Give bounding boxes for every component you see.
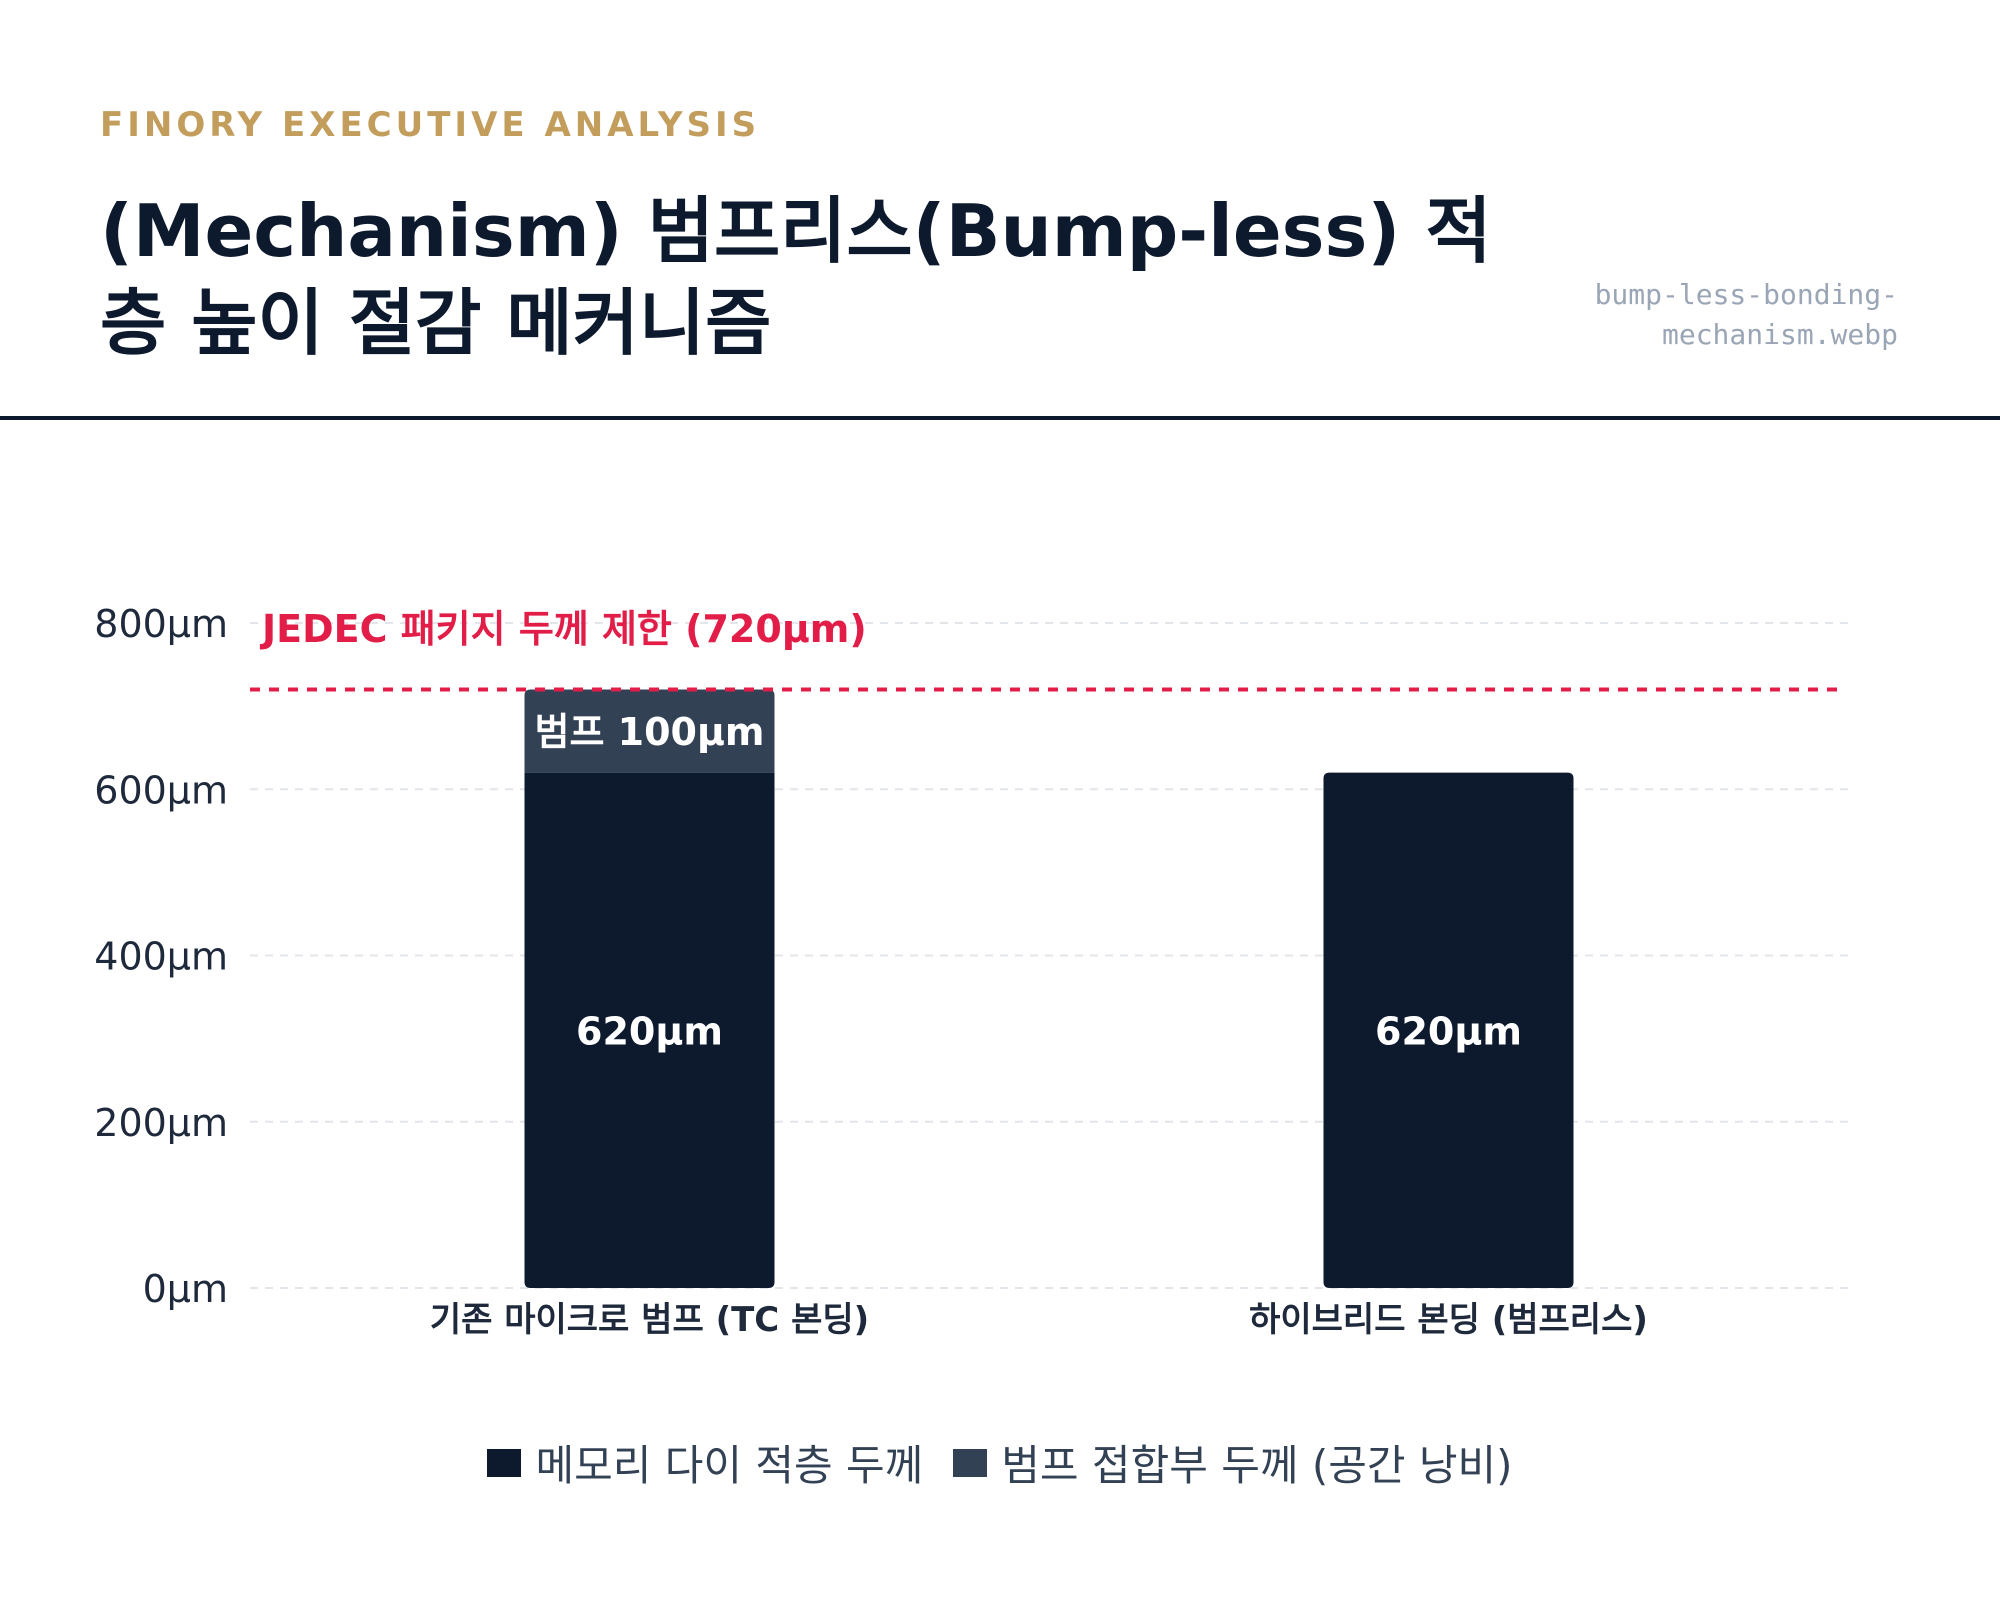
legend-label-die: 메모리 다이 적층 두께 <box>535 1441 924 1490</box>
x-category-label: 기존 마이크로 범프 (TC 본딩) <box>430 1300 869 1340</box>
bar-segment <box>1323 772 1574 1288</box>
bar-value-label: 620µm <box>576 1009 723 1053</box>
y-tick-label: 800µm <box>94 602 228 646</box>
file-name: bump-less-bonding-mechanism.webp <box>1594 278 1898 351</box>
chart-legend: 메모리 다이 적층 두께 범프 접합부 두께 (공간 낭비) <box>0 1432 2000 1493</box>
brand-label: FINORY EXECUTIVE ANALYSIS <box>100 105 761 145</box>
bar-segment <box>524 689 775 773</box>
legend-swatch-die <box>487 1448 522 1477</box>
legend-swatch-bump <box>953 1448 988 1477</box>
legend-item-bump: 범프 접합부 두께 (공간 낭비) <box>953 1432 1513 1493</box>
y-tick-label: 0µm <box>143 1267 228 1311</box>
legend-item-die: 메모리 다이 적층 두께 <box>487 1432 923 1493</box>
legend-label-bump: 범프 접합부 두께 (공간 낭비) <box>1001 1441 1513 1490</box>
y-tick-label: 400µm <box>94 935 228 979</box>
y-tick-label: 600µm <box>94 768 228 812</box>
bar-segment <box>524 772 775 1288</box>
header-divider <box>0 416 2000 420</box>
bar-value-label: 범프 100µm <box>534 710 764 754</box>
reference-line-label: JEDEC 패키지 두께 제한 (720µm) <box>259 607 867 651</box>
page-title: (Mechanism) 범프리스(Bump-less) 적층 높이 절감 메커니… <box>100 189 1492 365</box>
bar-value-label: 620µm <box>1375 1009 1522 1053</box>
y-tick-label: 200µm <box>94 1101 228 1145</box>
x-category-label: 하이브리드 본딩 (범프리스) <box>1249 1300 1648 1340</box>
